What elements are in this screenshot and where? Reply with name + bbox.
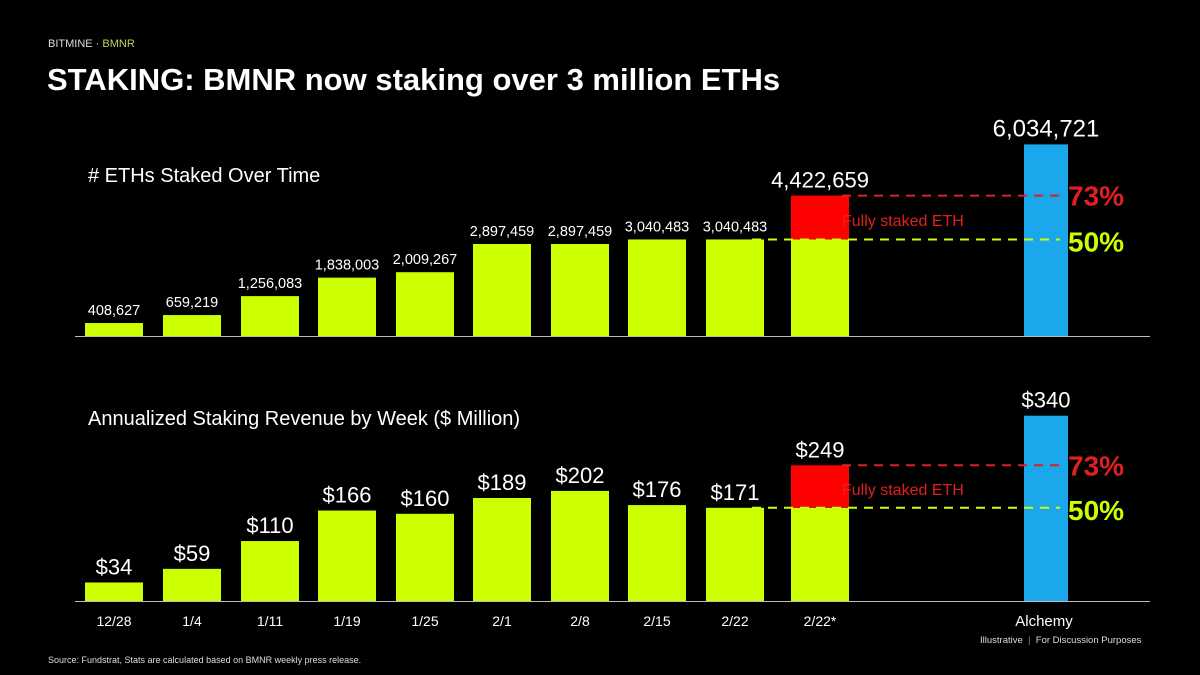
bar-1/19	[318, 277, 376, 336]
data-label: $59	[174, 541, 211, 566]
bar-1/19	[318, 510, 376, 601]
data-label: $160	[401, 486, 450, 511]
chart-title-revenue: Annualized Staking Revenue by Week ($ Mi…	[88, 408, 521, 430]
brand: BITMINE · BMNR	[48, 38, 135, 50]
bar-2/22*	[791, 239, 849, 336]
data-label: $202	[556, 463, 605, 488]
data-label: $110	[246, 513, 293, 538]
fully-staked-label: Fully staked ETH	[842, 213, 964, 230]
data-label: $340	[1022, 388, 1071, 413]
note-illustrative: Illustrative	[980, 635, 1023, 646]
x-tick-label: 2/1	[492, 613, 512, 629]
data-label: $176	[633, 477, 682, 502]
data-label: $189	[478, 470, 527, 495]
reference-label-73: 73%	[1068, 181, 1124, 212]
chart-title-eth-staked: # ETHs Staked Over Time	[88, 165, 321, 187]
bar-fully-staked-extra	[791, 195, 849, 240]
page-title: STAKING: BMNR now staking over 3 million…	[47, 62, 781, 97]
bar-2/8	[551, 244, 609, 336]
data-label: 4,422,659	[771, 168, 869, 193]
bar-2/1	[473, 497, 531, 601]
bar-1/25	[396, 272, 454, 336]
data-label: 659,219	[166, 295, 218, 311]
data-label: 2,009,267	[393, 252, 458, 268]
bar-1/11	[241, 296, 299, 336]
data-label: $249	[796, 437, 845, 462]
x-tick-label: 1/4	[182, 613, 202, 629]
bar-1/4	[163, 315, 221, 336]
bar-2/8	[551, 490, 609, 601]
bar-2/1	[473, 244, 531, 336]
reference-label-50: 50%	[1068, 495, 1124, 526]
note-discussion: For Discussion Purposes	[1035, 635, 1142, 646]
bar-1/25	[396, 513, 454, 601]
brand-name: BITMINE	[48, 38, 93, 50]
bar-2/15	[628, 505, 686, 601]
x-tick-label: 2/8	[570, 613, 590, 629]
data-label: 408,627	[88, 303, 140, 319]
data-label: 2,897,459	[548, 224, 613, 240]
x-tick-label: Alchemy	[1015, 613, 1073, 630]
note-separator: |	[1028, 635, 1031, 646]
source-note: Source: Fundstrat, Stats are calculated …	[48, 655, 362, 665]
reference-label-50: 50%	[1068, 226, 1124, 257]
fully-staked-label: Fully staked ETH	[842, 482, 964, 499]
data-label: 3,040,483	[625, 219, 690, 235]
bar-2/22	[706, 239, 764, 336]
data-label: $166	[323, 483, 372, 508]
data-label: 6,034,721	[993, 115, 1100, 142]
reference-label-73: 73%	[1068, 450, 1124, 481]
data-label: 3,040,483	[703, 219, 768, 235]
x-tick-label: 1/19	[333, 613, 360, 629]
bar-2/22*	[791, 507, 849, 601]
data-label: 1,256,083	[238, 276, 303, 292]
x-tick-label: 2/22*	[804, 613, 837, 629]
bar-12/28	[85, 582, 143, 601]
bar-12/28	[85, 323, 143, 336]
brand-separator: ·	[92, 38, 103, 50]
bar-1/4	[163, 568, 221, 601]
bar-1/11	[241, 541, 299, 601]
bar-fully-staked-extra	[791, 465, 849, 508]
bar-2/22	[706, 507, 764, 601]
data-label: $34	[96, 554, 133, 579]
x-tick-label: 2/22	[721, 613, 748, 629]
data-label: 1,838,003	[315, 258, 380, 274]
disclaimer: Illustrative | For Discussion Purposes	[980, 635, 1141, 646]
x-tick-label: 1/11	[257, 613, 283, 629]
x-tick-label: 1/25	[411, 613, 438, 629]
data-label: $171	[711, 480, 760, 505]
x-tick-label: 12/28	[96, 613, 131, 629]
ticker: BMNR	[102, 38, 135, 50]
x-tick-label: 2/15	[643, 613, 670, 629]
bar-2/15	[628, 239, 686, 336]
data-label: 2,897,459	[470, 224, 535, 240]
